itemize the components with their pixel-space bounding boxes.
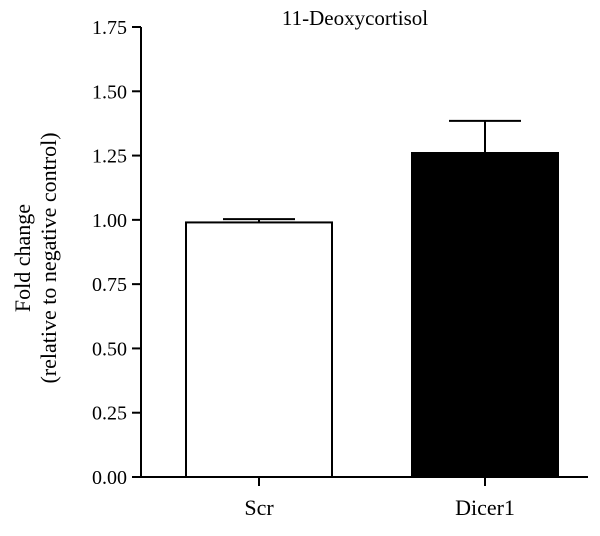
y-tick-label: 0.25 [92, 403, 127, 425]
y-axis-label-line2: (relative to negative control) [36, 132, 61, 383]
bar-scr [185, 221, 333, 478]
x-axis: Scr Dicer1 [141, 476, 588, 520]
x-tick-label: Dicer1 [455, 495, 515, 520]
y-tick-label: 1.00 [92, 210, 127, 232]
y-axis-label-line1: Fold change [10, 204, 35, 312]
y-tick-label: 0.50 [92, 338, 127, 360]
y-tick-label: 1.25 [92, 146, 127, 168]
y-tick-label: 1.75 [92, 17, 127, 39]
y-tick-label: 0.75 [92, 274, 127, 296]
x-tick-label: Scr [244, 495, 274, 520]
chart-title: 11-Deoxycortisol [282, 6, 428, 30]
y-tick-label: 0.00 [92, 467, 127, 489]
bar-dicer1 [411, 152, 559, 478]
bars [185, 119, 559, 478]
y-axis: 0.00 0.25 0.50 0.75 1.00 1.25 1.50 1.75 [92, 17, 142, 489]
y-tick-label: 1.50 [92, 81, 127, 103]
